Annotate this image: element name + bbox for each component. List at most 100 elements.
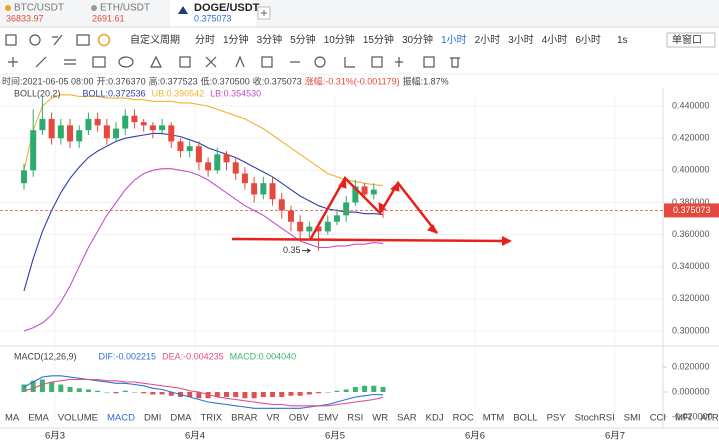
candle-body — [48, 118, 55, 139]
tool[interactable] — [150, 55, 162, 68]
indicator-tab[interactable]: BOLL — [513, 413, 537, 424]
indicator-tab[interactable]: MFI — [675, 413, 691, 424]
indicator-tab[interactable]: VR — [267, 413, 280, 424]
tab-name[interactable]: ETH/USDT — [100, 3, 150, 14]
legend-entry: UB:0.390542 — [152, 88, 205, 98]
icon[interactable] — [5, 34, 17, 46]
candle-body — [287, 210, 294, 222]
tool[interactable] — [205, 56, 217, 68]
tool[interactable] — [261, 56, 273, 68]
macd-bar — [85, 389, 91, 392]
tool[interactable] — [118, 56, 134, 68]
candle-body — [186, 146, 193, 152]
macd-bar — [270, 392, 276, 397]
macd-bar — [21, 384, 27, 392]
tool[interactable] — [235, 55, 245, 68]
indicator-tab[interactable]: PSY — [547, 413, 567, 424]
macd-bar — [288, 392, 294, 396]
period-option[interactable]: 4小时 — [542, 34, 568, 46]
candle-body — [214, 154, 221, 171]
tool[interactable] — [8, 57, 18, 67]
hand-drawn-arrows — [231, 175, 512, 246]
tool[interactable] — [314, 56, 326, 68]
legend-entry: BOLL:0.372536 — [83, 88, 146, 98]
macd-bar — [49, 382, 55, 392]
tool[interactable] — [64, 59, 76, 65]
y-tick-label: 0.400000 — [672, 165, 710, 175]
last-price-label: 0.375073 — [673, 205, 711, 215]
period-option[interactable]: 1分钟 — [223, 33, 249, 46]
candle-body — [76, 130, 83, 142]
x-tick-label: 6月4 — [185, 431, 205, 442]
indicator-tab[interactable]: TRIX — [201, 413, 223, 424]
period-option[interactable]: 2小时 — [475, 34, 501, 46]
plus-icon — [261, 10, 267, 16]
period-option[interactable]: 5分钟 — [290, 33, 316, 46]
indicator-tab[interactable]: WR — [372, 413, 388, 424]
tool[interactable] — [179, 56, 191, 68]
icon[interactable] — [76, 34, 90, 46]
indicator-tab[interactable]: SMI — [624, 413, 641, 424]
indicator-tab[interactable]: DMI — [144, 413, 161, 424]
macd-bar — [224, 392, 230, 397]
macd-bar — [39, 379, 45, 392]
period-option[interactable]: 6小时 — [575, 34, 601, 46]
macd-bar — [205, 392, 211, 399]
period-option[interactable]: 10分钟 — [324, 33, 355, 46]
macd-bar — [95, 390, 101, 392]
period-option[interactable]: 30分钟 — [402, 33, 433, 46]
period-option[interactable]: 分时 — [195, 34, 215, 46]
ohlc-info: 高:0.377523 — [149, 75, 198, 86]
y-tick-label: 0.320000 — [672, 293, 710, 303]
indicator-tab[interactable]: CCI — [650, 413, 666, 424]
candle-body — [343, 202, 350, 216]
indicator-tab[interactable]: VOLUME — [58, 413, 98, 424]
indicator-tab[interactable]: EMV — [318, 413, 339, 424]
ohlc-info: 低:0.370500 — [201, 75, 250, 86]
tool[interactable] — [395, 57, 403, 67]
candle-body — [278, 199, 285, 211]
tool[interactable] — [423, 56, 435, 68]
tool[interactable] — [344, 57, 355, 68]
indicator-tab[interactable]: MA — [5, 413, 20, 424]
macd-bar — [352, 387, 358, 392]
indicator-tab[interactable]: SAR — [397, 413, 417, 424]
indicator-tab[interactable]: OBV — [289, 413, 310, 424]
macd-bar — [362, 385, 368, 392]
candle-body — [297, 221, 304, 232]
macd-bar — [306, 392, 312, 395]
window-select[interactable] — [666, 32, 716, 48]
icon[interactable] — [97, 33, 111, 47]
indicator-tab[interactable]: KDJ — [426, 413, 444, 424]
indicator-tab[interactable]: ATR — [700, 413, 718, 424]
tab-name[interactable]: BTC/USDT — [14, 3, 64, 14]
tool[interactable] — [35, 56, 47, 68]
icon[interactable] — [52, 34, 63, 46]
indicator-tab[interactable]: EMA — [28, 413, 49, 424]
indicator-tab[interactable]: ROC — [453, 413, 474, 424]
tool[interactable] — [92, 56, 106, 68]
x-tick-label: 6月3 — [45, 431, 65, 442]
period-option[interactable]: 3小时 — [508, 34, 534, 46]
tab-name[interactable]: DOGE/USDT — [194, 2, 260, 14]
period-option[interactable]: 1小时 — [441, 34, 467, 46]
tool[interactable] — [450, 57, 460, 68]
indicator-tab[interactable]: MACD — [107, 413, 135, 424]
macd-bar — [131, 392, 137, 393]
indicator-tab[interactable]: RSI — [347, 413, 363, 424]
period-option[interactable]: 15分钟 — [363, 33, 394, 46]
candle-body — [122, 115, 129, 129]
tab-bar — [0, 0, 719, 27]
indicator-tab[interactable]: MTM — [483, 413, 505, 424]
speed-label[interactable]: 1s — [617, 35, 628, 46]
legend-entry: LB:0.354530 — [210, 88, 261, 98]
period-option[interactable]: 3分钟 — [257, 33, 283, 46]
tool[interactable] — [371, 56, 383, 68]
indicator-tab[interactable]: BRAR — [231, 413, 258, 424]
custom-period[interactable]: 自定义周期 — [130, 33, 180, 46]
indicator-tab[interactable]: StochRSI — [575, 413, 615, 424]
x-tick-label: 6月5 — [325, 431, 345, 442]
indicator-tab[interactable]: DMA — [170, 413, 192, 424]
icon[interactable] — [29, 34, 41, 46]
candle-body — [177, 141, 184, 152]
